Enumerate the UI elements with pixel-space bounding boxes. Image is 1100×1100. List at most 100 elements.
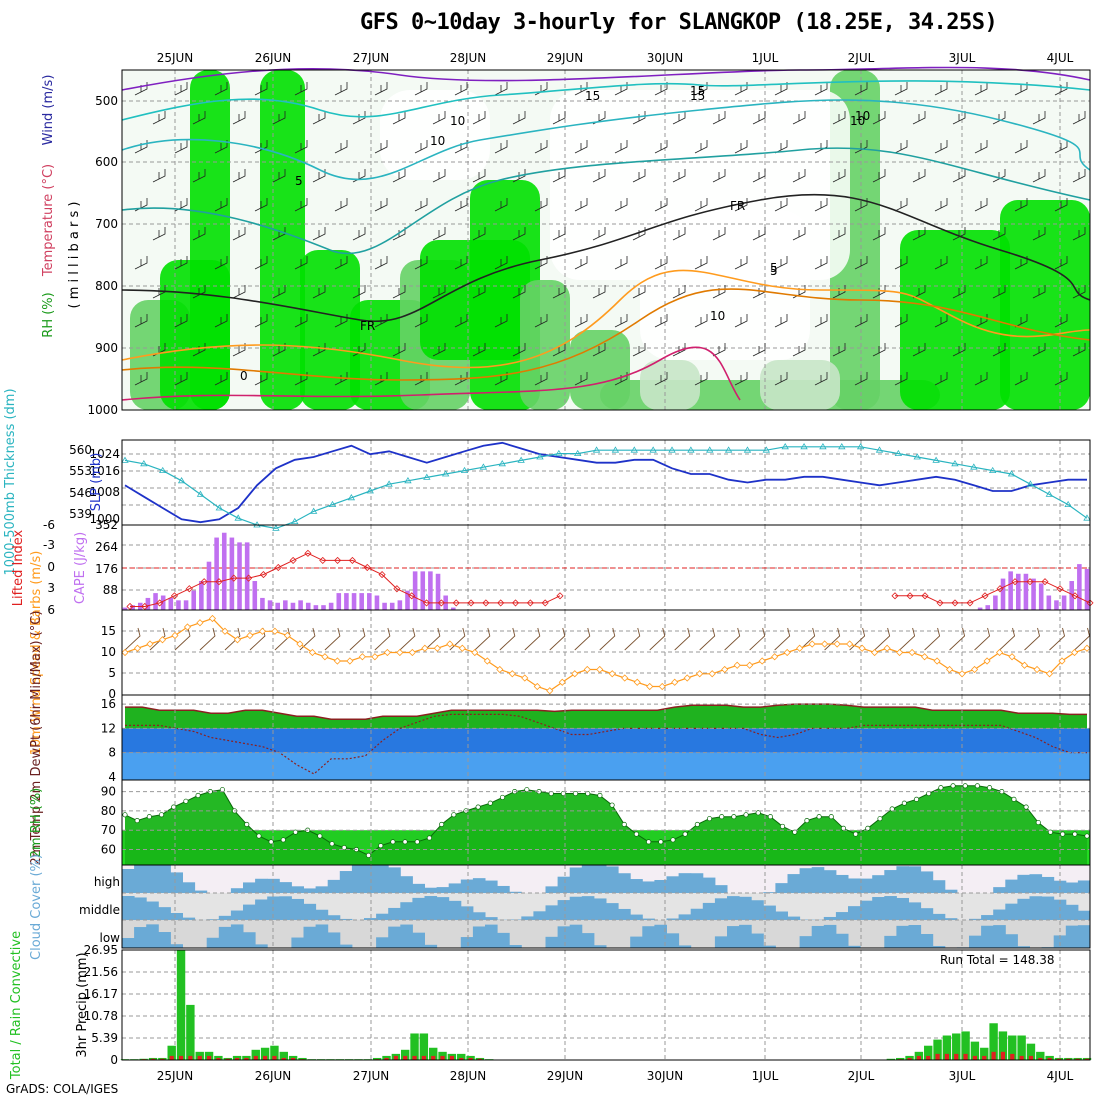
wind-barb	[124, 627, 141, 651]
cloud-high-bar	[170, 872, 183, 893]
panel-frame	[121, 949, 1091, 1061]
wind-barb	[192, 169, 206, 183]
precip-conv-bar	[272, 1055, 277, 1060]
contour-label: FR	[730, 199, 745, 213]
wind-barb	[324, 627, 341, 651]
wind-barb	[672, 111, 686, 125]
wind-barb	[1032, 285, 1046, 299]
cloud-high-bar	[896, 866, 909, 893]
wind-barb	[512, 227, 526, 241]
wind-barb	[392, 111, 406, 125]
wind-barb	[574, 140, 588, 154]
wind-marker	[121, 648, 129, 657]
cloud-cover-panel: high middle low	[79, 864, 1091, 949]
wind-marker	[721, 665, 729, 674]
wind-barb	[872, 169, 886, 183]
rh-marker	[597, 792, 603, 799]
thickness-marker	[140, 460, 148, 467]
li-marker	[422, 599, 431, 607]
wind-barb	[624, 627, 641, 651]
y-tick-cape: 352	[95, 518, 118, 532]
wind-barb	[749, 627, 766, 651]
cloud-high-bar	[315, 886, 329, 893]
rh-area	[1000, 200, 1090, 410]
wind-marker	[933, 657, 941, 665]
cape-bar	[1038, 583, 1044, 610]
wind-marker	[946, 665, 954, 674]
precip-conv-bar	[384, 1057, 389, 1060]
precip-conv-bar	[403, 1055, 408, 1060]
wind-barb	[232, 111, 246, 125]
cape-bar	[206, 561, 212, 610]
wind-marker	[233, 636, 242, 644]
wind-barb	[1014, 198, 1028, 212]
cape-bar	[1069, 581, 1075, 610]
wind-barb	[174, 82, 188, 96]
contour-label: 5	[770, 261, 778, 275]
cape-bar	[1084, 568, 1090, 610]
temp2m-panel: 16 12 8 4	[101, 694, 1091, 784]
cloud-low-bar	[303, 926, 317, 948]
thickness-marker	[536, 453, 544, 460]
precip-total-bar	[419, 1033, 429, 1060]
cape-bar	[290, 602, 296, 610]
precip-conv-bar	[944, 1053, 950, 1060]
cloud-low-bar	[908, 925, 922, 948]
wind-barb	[912, 227, 926, 241]
precip-total-bar	[457, 1053, 466, 1060]
wind-barb	[149, 627, 166, 651]
wind-barb	[974, 256, 988, 270]
cloud-high-bar	[194, 890, 208, 893]
rh-area	[640, 360, 700, 410]
wind-barb	[552, 343, 566, 357]
wind-marker	[970, 665, 979, 674]
cloud-low-bar	[412, 932, 425, 948]
date-label-top: 27JUN	[353, 51, 390, 65]
precip-conv-bar	[440, 1055, 445, 1060]
wind-barb	[1032, 169, 1046, 183]
wind-marker	[983, 657, 991, 665]
wind-marker	[358, 653, 366, 661]
rh-marker	[280, 837, 286, 843]
cloud-low-bar	[460, 937, 474, 948]
wind-barb	[232, 227, 246, 241]
rh-marker	[731, 814, 737, 820]
y-tick-li: -6	[43, 518, 55, 532]
rh2m-panel: 90 80 70 60	[101, 779, 1091, 866]
wind-barb	[992, 343, 1006, 357]
wind-barb	[472, 227, 486, 241]
wind-barb	[424, 627, 441, 651]
rh-marker	[670, 837, 676, 843]
wind-marker	[533, 682, 541, 691]
precip-total-bar	[176, 950, 186, 1060]
precip-conv-bar	[431, 1055, 436, 1060]
thickness-marker	[309, 507, 318, 514]
rh-marker	[244, 821, 250, 827]
cloud-mid-bar	[642, 918, 655, 920]
thickness-marker	[517, 456, 525, 463]
cape-bar	[382, 602, 387, 610]
cloud-mid-bar	[412, 897, 425, 920]
wind-barb	[632, 285, 646, 299]
wind-barb	[854, 372, 868, 386]
wind-barb	[214, 314, 228, 328]
precip-total-bar	[989, 1023, 998, 1060]
rh-marker	[901, 800, 907, 806]
wind-barb	[952, 111, 966, 125]
cloud-low-bar	[134, 927, 147, 948]
precip-type-ylabel: Total / Rain Convective	[9, 931, 24, 1080]
thickness-marker	[781, 443, 789, 450]
wind-barb	[694, 372, 708, 386]
wind-marker	[571, 670, 579, 678]
wind-barb	[752, 111, 766, 125]
rh-area	[520, 280, 570, 410]
cloud-low-bar	[569, 924, 583, 948]
precip-panel: 26.95 21.56 16.17 10.78 5.39 0	[84, 943, 1092, 1067]
wind-barb	[272, 285, 286, 299]
cloud-high-bar	[400, 876, 413, 893]
contour-label: 10	[430, 134, 445, 148]
rh-marker	[974, 783, 980, 789]
wind-barb	[272, 111, 286, 125]
wind-barb	[524, 627, 541, 651]
